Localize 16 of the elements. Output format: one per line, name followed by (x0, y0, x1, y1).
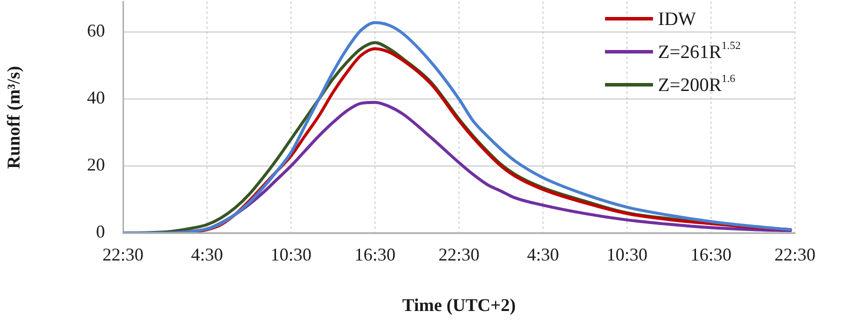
x-tick-label: 4:30 (190, 244, 224, 265)
x-tick-label: 10:30 (606, 244, 648, 265)
x-tick-label: 10:30 (270, 244, 312, 265)
x-tick-label: 22:30 (102, 244, 144, 265)
y-tick-label: 60 (87, 20, 105, 41)
x-tick-label: 16:30 (354, 244, 396, 265)
y-tick-label: 40 (87, 88, 105, 108)
y-tick-label: 0 (96, 222, 105, 242)
legend-label: IDW (658, 8, 696, 30)
x-tick-label: 16:30 (690, 244, 732, 265)
x-tick-label: 4:30 (526, 244, 560, 265)
x-axis-title: Time (UTC+2) (402, 294, 516, 315)
x-tick-label: 22:30 (438, 244, 480, 265)
x-tick-label: 22:30 (774, 244, 816, 265)
y-tick-label: 20 (87, 154, 105, 175)
y-axis-title: Runoff (m³/s) (3, 66, 24, 169)
